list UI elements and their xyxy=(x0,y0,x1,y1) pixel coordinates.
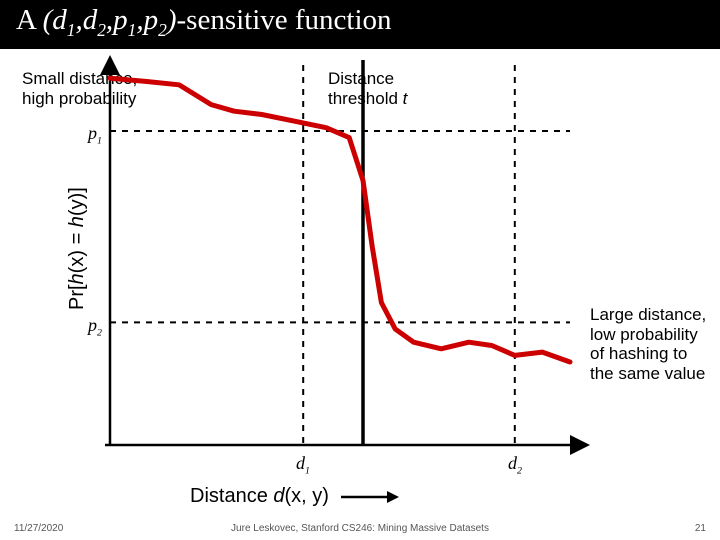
slide-body: Small distance, high probability Distanc… xyxy=(0,55,720,515)
footer-date: 11/27/2020 xyxy=(14,523,63,534)
annotation-right: Large distance, low probability of hashi… xyxy=(590,305,706,383)
sensitivity-chart xyxy=(0,55,600,485)
footer-page: 21 xyxy=(695,523,706,534)
title-prefix: A xyxy=(16,4,43,36)
footer-attribution: Jure Leskovec, Stanford CS246: Mining Ma… xyxy=(231,523,489,534)
annotation-line: of hashing to xyxy=(590,344,706,364)
annotation-line: low probability xyxy=(590,325,706,345)
slide-title: A (d1,d2,p1,p2)-sensitive function xyxy=(0,0,720,49)
arrow-icon xyxy=(341,487,401,507)
title-params: (d1,d2,p1,p2) xyxy=(43,4,177,36)
x-axis-label: Distance d(x, y) xyxy=(190,485,401,508)
annotation-line: the same value xyxy=(590,364,706,384)
title-suffix: -sensitive function xyxy=(177,4,392,36)
annotation-line: Large distance, xyxy=(590,305,706,325)
